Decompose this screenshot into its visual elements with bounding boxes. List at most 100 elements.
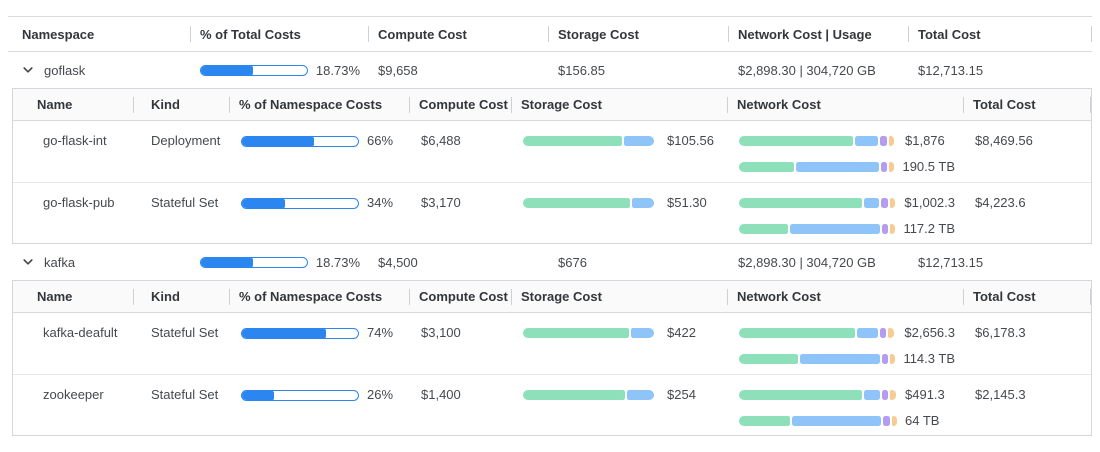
workload-col-network-cost: Network Cost [727,89,963,120]
storage-cost-label: $51.30 [667,195,707,210]
workload-total-cost: $8,469.56 [975,133,1033,148]
col-total-cost: Total Cost [908,17,1092,51]
blue-segment [627,390,655,400]
percent-bar: 18.73% [200,255,360,270]
namespace-cell: goflask [8,63,190,78]
workload-row[interactable]: go-flask-int Deployment 66% $6,488 $105.56 $1… [13,121,1091,182]
workload-storage-cell: $254 [511,382,727,408]
network-usage-label: 190.5 TB [902,159,955,174]
network-cost-bar [739,390,897,400]
workload-network-cell: $491.3 64 TB [727,382,963,434]
percent-bar-fill [242,328,326,338]
orange-segment [888,136,895,146]
percent-bar-track [241,327,359,339]
workload-compute-cost: $6,488 [421,133,461,148]
namespace-cell: kafka [8,255,190,270]
blue-segment [857,328,878,338]
percent-bar-track [241,389,359,401]
namespace-row[interactable]: goflask 18.73% $9,658 $156.85 $2,898.30 | 30… [8,52,1092,88]
percent-label: 18.73% [315,254,360,270]
network-cost-line: $1,876 [739,128,955,154]
green-segment [739,224,789,234]
workload-table: Name Kind% of Namespace Costs Compute Cost… [12,280,1092,436]
workload-col-compute-cost: Compute Cost [409,89,511,120]
namespace-compute-cost: $4,500 [378,254,418,270]
orange-segment [890,224,896,234]
workload-row[interactable]: go-flask-pub Stateful Set 34% $3,170 $51.30 $… [13,182,1091,243]
blue-segment [631,328,655,338]
blue-segment [792,416,882,426]
workload-network-cell: $1,002.3 117.2 TB [727,190,963,242]
orange-segment [891,416,897,426]
workload-col-storage-cost: Storage Cost [511,89,727,120]
workload-row[interactable]: zookeeper Stateful Set 26% $1,400 $254 $491.3… [13,374,1091,435]
chevron-down-icon[interactable] [22,256,34,268]
workload-percent-cell: 74% [229,320,409,346]
network-usage-line: 190.5 TB [739,154,955,180]
green-segment [739,162,795,172]
workload-kind: Stateful Set [151,387,219,402]
namespace-storage-cost: $156.85 [558,62,605,78]
chevron-down-icon[interactable] [22,64,34,76]
workload-name: kafka-deafult [43,325,118,340]
percent-bar: 34% [241,190,401,216]
purple-segment [881,224,889,234]
percent-bar-fill [242,390,275,400]
green-segment [523,328,630,338]
network-cost-label: $1,002.3 [904,195,955,210]
blue-segment [790,224,880,234]
workload-name: go-flask-pub [43,195,115,210]
blue-segment [624,136,655,146]
network-usage-label: 114.3 TB [903,351,955,366]
namespace-row[interactable]: kafka 18.73% $4,500 $676 $2,898.30 | 304,720… [8,244,1092,280]
workload-percent-cell: 66% [229,128,409,154]
purple-segment [881,354,889,364]
workload-col-total-cost: Total Cost [963,89,1091,120]
namespace-network-cost-usage: $2,898.30 | 304,720 GB [738,62,876,78]
workload-row[interactable]: kafka-deafult Stateful Set 74% $3,100 $422 $2… [13,313,1091,374]
purple-segment [883,416,890,426]
percent-bar-track [200,256,308,268]
workload-total-cost: $6,178.3 [975,325,1026,340]
namespace-percent-cell: 18.73% [190,63,368,78]
workload-kind: Deployment [151,133,221,148]
percent-label: 26% [367,387,394,402]
percent-bar-fill [242,198,285,208]
network-usage-label: 64 TB [905,413,940,428]
col-compute-cost: Compute Cost [368,17,548,51]
namespace-name: goflask [44,62,86,78]
percent-bar-track [241,135,359,147]
network-cost-label: $1,876 [905,133,945,148]
workload-storage-cell: $422 [511,320,727,346]
network-cost-label: $2,656.3 [904,325,955,340]
percent-bar: 26% [241,382,401,408]
percent-bar: 18.73% [200,63,360,78]
storage-cost-bar [523,136,659,146]
blue-segment [864,390,881,400]
workload-col-kind: Kind [133,281,229,312]
workload-col-compute-cost: Compute Cost [409,281,511,312]
network-usage-line: 114.3 TB [739,346,955,372]
green-segment [523,390,625,400]
purple-segment [881,198,888,208]
outer-header: Namespace % of Total Costs Compute Cost … [8,17,1092,52]
green-segment [523,136,623,146]
orange-segment [890,354,896,364]
workload-network-cell: $2,656.3 114.3 TB [727,320,963,372]
workload-name: go-flask-int [43,133,107,148]
blue-segment [863,198,880,208]
workload-table: Name Kind% of Namespace Costs Compute Cost… [12,88,1092,244]
green-segment [739,198,862,208]
col-storage-cost: Storage Cost [548,17,728,51]
blue-segment [854,136,879,146]
green-segment [739,136,853,146]
workload-header: Name Kind% of Namespace Costs Compute Cost… [13,281,1091,313]
network-usage-bar [739,162,895,172]
network-usage-line: 117.2 TB [739,216,955,242]
percent-bar-fill [242,136,314,146]
namespace-total-cost: $12,713.15 [918,62,984,78]
workload-storage-cell: $105.56 [511,128,727,154]
workload-col-name: Name [37,289,73,304]
storage-cost-bar [523,328,659,338]
namespace-percent-cell: 18.73% [190,255,368,270]
